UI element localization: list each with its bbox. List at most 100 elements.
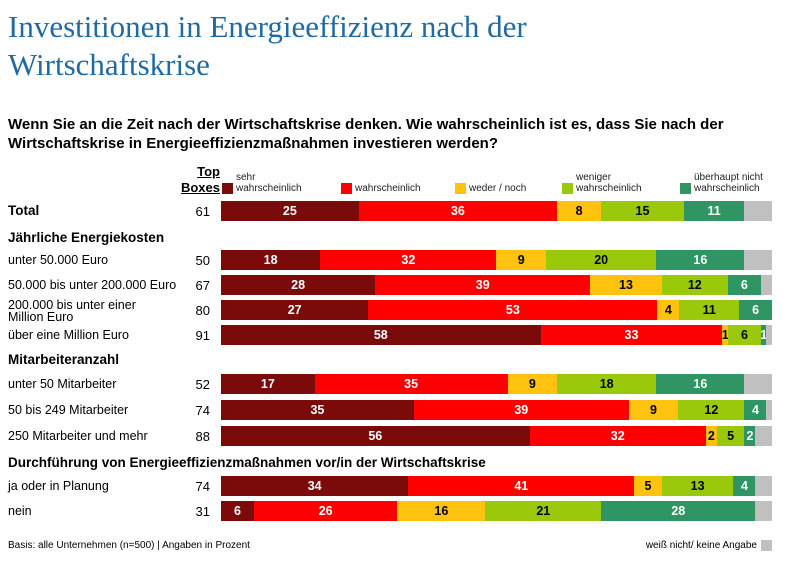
row-label: 50.000 bis unter 200.000 Euro (8, 278, 177, 292)
top-boxes-value: 74 (195, 403, 210, 418)
bar-segment: 53 (368, 300, 658, 320)
bar-segment-no-answer (760, 275, 772, 295)
group-heading: Jährliche Energiekosten (8, 230, 165, 245)
bar-segment: 15 (601, 201, 684, 221)
survey-question: Wenn Sie an die Zeit nach der Wirtschaft… (8, 116, 724, 152)
legend-no-answer: weiß nicht/ keine Angabe (646, 540, 772, 551)
bar-segment: 58 (221, 325, 541, 345)
bar-segment: 18 (221, 250, 321, 270)
bar-segment: 32 (320, 250, 497, 270)
legend-swatch (562, 183, 573, 194)
bar-segment: 28 (601, 501, 756, 521)
bar-segment: 18 (557, 374, 657, 394)
bar-segment: 26 (254, 501, 398, 521)
bar-segment: 6 (739, 300, 772, 320)
bar-segment-no-answer (755, 476, 772, 496)
bar-segment: 16 (656, 374, 745, 394)
bar-segment: 34 (221, 476, 409, 496)
bar-segment: 39 (375, 275, 591, 295)
bar-segment: 11 (683, 201, 745, 221)
group-heading: Durchführung von Energieeffizienzmaßnahm… (8, 455, 486, 470)
top-boxes-value: 50 (195, 253, 210, 268)
legend-label: sehr wahrscheinlich (236, 172, 302, 194)
bar-segment: 5 (716, 426, 745, 446)
stacked-bar: 27 53 4 11 6 (221, 300, 772, 320)
bar-segment: 12 (661, 275, 728, 295)
bar-segment: 2 (705, 426, 717, 446)
bar-segment: 17 (221, 374, 315, 394)
top-boxes-value: 31 (195, 504, 210, 519)
bar-segment: 13 (661, 476, 734, 496)
bar-segment: 36 (358, 201, 558, 221)
stacked-bar: 28 39 13 12 6 (221, 275, 772, 295)
row-label: 250 Mitarbeiter und mehr (8, 429, 148, 443)
row-label: ja oder in Planung (8, 479, 109, 493)
bar-segment: 6 (727, 275, 761, 295)
legend-swatch (680, 183, 691, 194)
bar-segment: 25 (221, 201, 359, 221)
group-heading: Mitarbeiteranzahl (8, 352, 120, 367)
legend-item: wahrscheinlich (341, 183, 421, 194)
bar-segment: 9 (628, 400, 679, 420)
legend-item: weniger wahrscheinlich (562, 172, 642, 194)
stacked-bar: 18 32 9 20 16 (221, 250, 772, 270)
row-label: Total (8, 203, 40, 218)
stacked-bar: 17 35 9 18 16 (221, 374, 772, 394)
bar-segment: 9 (507, 374, 558, 394)
legend-label: weder / noch (469, 183, 527, 194)
bar-segment: 1 (722, 325, 729, 345)
bar-segment: 2 (744, 426, 756, 446)
top-boxes-label-1: Top (197, 164, 220, 179)
bar-segment-no-answer (766, 400, 772, 420)
legend-item: überhaupt nicht wahrscheinlich (680, 172, 763, 194)
bar-segment: 9 (496, 250, 547, 270)
bar-segment: 4 (744, 400, 767, 420)
top-boxes-header: Top Boxes (176, 164, 220, 196)
bar-segment: 39 (413, 400, 629, 420)
bar-segment-no-answer (744, 250, 772, 270)
bar-segment-no-answer (744, 374, 772, 394)
bar-segment: 21 (485, 501, 602, 521)
bar-segment: 12 (678, 400, 745, 420)
bar-segment: 1 (760, 325, 767, 345)
bar-segment: 41 (408, 476, 635, 496)
top-boxes-value: 74 (195, 479, 210, 494)
row-label: über eine Million Euro (8, 328, 129, 342)
bar-segment: 6 (221, 501, 255, 521)
stacked-bar: 58 33 1 6 1 (221, 325, 772, 345)
bar-segment: 33 (540, 325, 723, 345)
bar-segment-no-answer (755, 426, 772, 446)
legend-no-answer-label: weiß nicht/ keine Angabe (645, 540, 757, 552)
bar-segment: 16 (656, 250, 745, 270)
bar-segment: 13 (590, 275, 662, 295)
bar-segment: 32 (529, 426, 706, 446)
legend-swatch (341, 183, 352, 194)
bar-segment: 27 (221, 300, 369, 320)
stacked-bar: 6 26 16 21 28 (221, 501, 772, 521)
legend-label: überhaupt nicht wahrscheinlich (694, 172, 763, 194)
bar-segment: 4 (657, 300, 680, 320)
legend-label: weniger wahrscheinlich (576, 172, 642, 194)
top-boxes-value: 80 (195, 303, 210, 318)
bar-segment: 6 (727, 325, 761, 345)
legend-swatch (455, 183, 466, 194)
bar-segment: 35 (221, 400, 414, 420)
bar-segment: 16 (397, 501, 486, 521)
footer-note: Basis: alle Unternehmen (n=500) | Angabe… (8, 540, 250, 551)
row-label: unter 50 Mitarbeiter (8, 377, 117, 391)
bar-segment: 4 (733, 476, 756, 496)
bar-segment: 8 (557, 201, 602, 221)
top-boxes-value: 67 (195, 278, 210, 293)
stacked-bar: 25 36 8 15 11 (221, 201, 772, 221)
stacked-bar: 56 32 2 5 2 (221, 426, 772, 446)
top-boxes-value: 52 (195, 377, 210, 392)
bar-segment-no-answer (766, 325, 772, 345)
legend-no-answer-swatch (761, 540, 772, 551)
bar-segment-no-answer (755, 501, 772, 521)
bar-segment-no-answer (744, 201, 772, 221)
row-label: unter 50.000 Euro (8, 253, 109, 267)
stacked-bar: 34 41 5 13 4 (221, 476, 772, 496)
bar-segment: 28 (221, 275, 376, 295)
top-boxes-label-2: Boxes (180, 180, 220, 195)
top-boxes-value: 88 (195, 429, 210, 444)
